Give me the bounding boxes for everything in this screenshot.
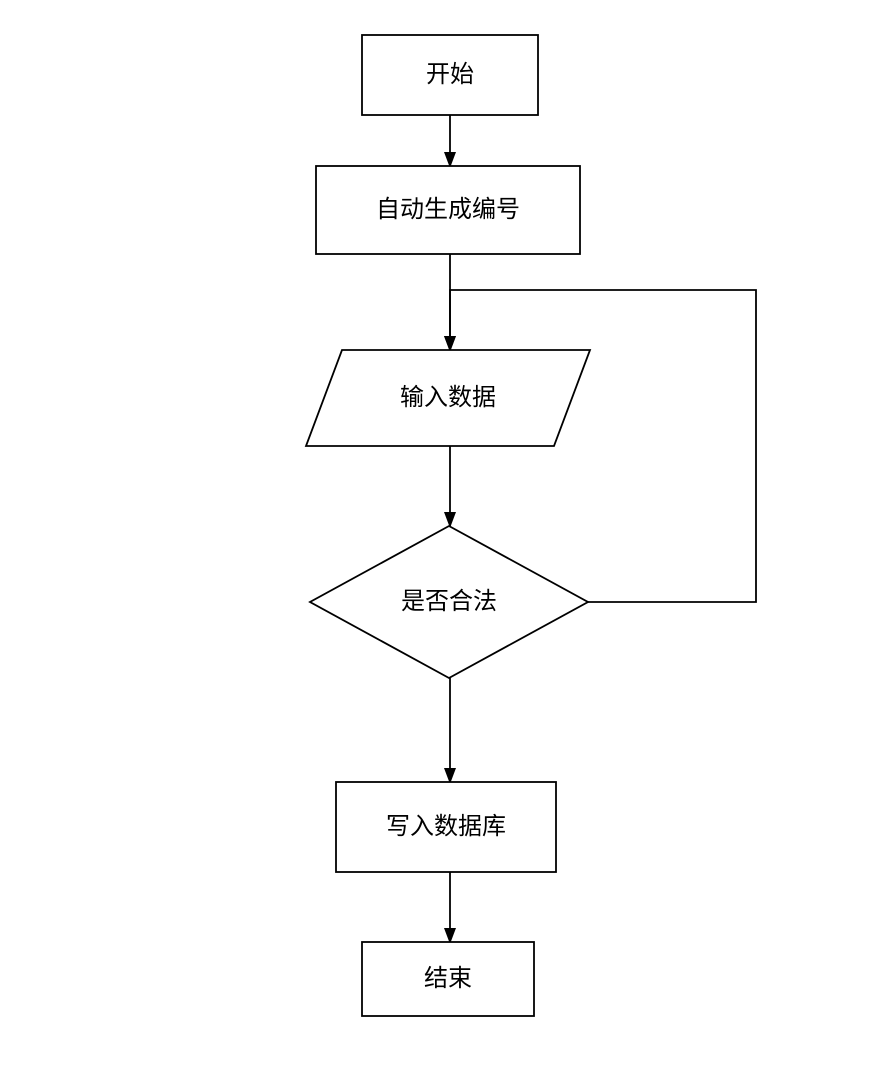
node-write: 写入数据库 (336, 782, 556, 872)
node-write-label: 写入数据库 (386, 813, 506, 840)
flowchart-canvas: 开始自动生成编号输入数据是否合法写入数据库结束 (0, 0, 894, 1074)
node-end: 结束 (362, 942, 534, 1016)
node-end-label: 结束 (424, 965, 472, 992)
node-decision: 是否合法 (310, 526, 588, 678)
node-input-label: 输入数据 (400, 384, 496, 411)
node-start-label: 开始 (426, 61, 474, 88)
node-input: 输入数据 (306, 350, 590, 446)
node-autogen-label: 自动生成编号 (376, 196, 520, 223)
node-autogen: 自动生成编号 (316, 166, 580, 254)
node-decision-label: 是否合法 (401, 588, 497, 615)
node-start: 开始 (362, 35, 538, 115)
